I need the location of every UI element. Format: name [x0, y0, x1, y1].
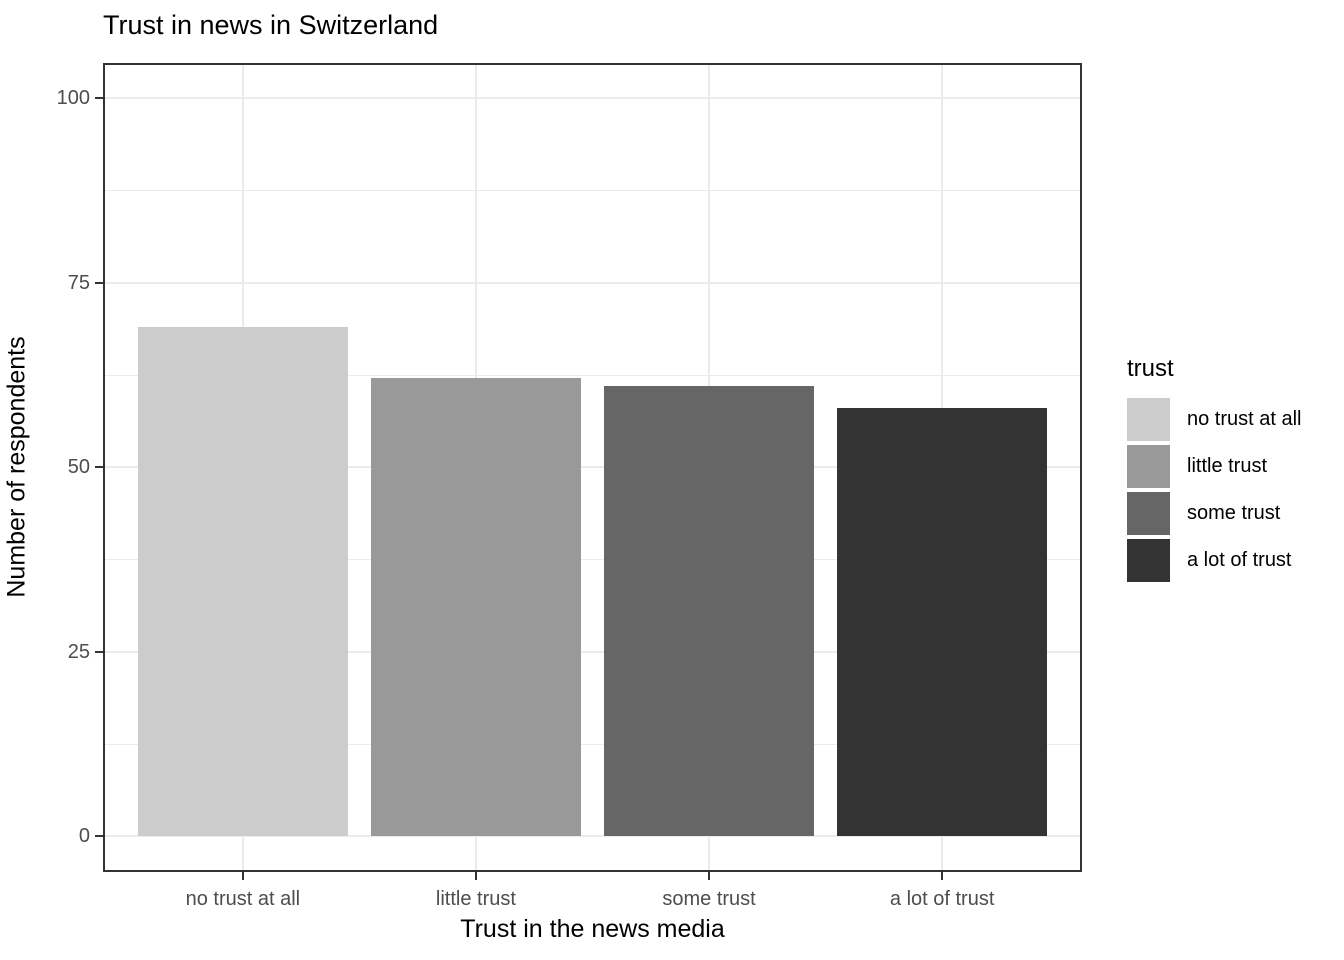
x-axis-tick: [941, 872, 944, 880]
bar-some-trust: [604, 385, 814, 836]
legend-swatch: [1127, 492, 1170, 535]
legend-label: some trust: [1187, 502, 1281, 524]
gridline-minor: [103, 559, 1082, 561]
legend-swatch: [1127, 445, 1170, 488]
y-tick-label: 50: [67, 456, 90, 478]
legend-row: some trust: [1127, 490, 1302, 537]
legend-swatch: [1127, 539, 1170, 582]
y-tick-label: 0: [78, 825, 90, 847]
bar-little-trust: [371, 378, 581, 836]
x-tick-label: a lot of trust: [889, 888, 995, 910]
legend-title: trust: [1127, 355, 1174, 382]
legend-label: no trust at all: [1187, 408, 1302, 430]
y-axis-title: Number of respondents: [2, 336, 31, 598]
legend-row: no trust at all: [1127, 396, 1302, 443]
gridline-minor: [103, 190, 1082, 192]
gridline-major: [103, 281, 1082, 284]
gridline-major: [103, 97, 1082, 99]
x-tick-label: some trust: [662, 888, 756, 910]
legend: trust no trust at all little trust some tr…: [1127, 355, 1302, 584]
x-axis-tick: [708, 872, 711, 880]
legend-row: little trust: [1127, 443, 1302, 490]
y-tick-label: 100: [56, 87, 90, 109]
y-axis-tick: [95, 650, 103, 653]
chart-title: Trust in news in Switzerland: [103, 10, 439, 40]
y-tick-label: 75: [67, 271, 90, 294]
gridline-major: [103, 650, 1082, 653]
gridline-minor: [103, 743, 1082, 745]
y-axis-tick: [95, 97, 103, 99]
y-tick-label: 25: [67, 640, 90, 663]
x-axis-title: Trust in the news media: [460, 915, 725, 943]
legend-row: a lot of trust: [1127, 537, 1302, 584]
x-axis-tick: [241, 872, 244, 880]
legend-rows: no trust at all little trust some trust a l…: [1127, 396, 1302, 584]
legend-label: little trust: [1187, 455, 1268, 477]
gridline-major: [103, 466, 1082, 468]
gridline-major: [103, 835, 1082, 837]
y-axis-tick: [95, 835, 103, 837]
legend-swatch: [1127, 398, 1170, 441]
y-axis-tick: [95, 466, 103, 468]
bar-no-trust-at-all: [137, 326, 348, 836]
x-tick-label: little trust: [435, 888, 516, 910]
x-tick-label: no trust at all: [185, 888, 301, 910]
x-axis-tick: [474, 872, 477, 880]
bar-a-lot-of-trust: [837, 407, 1048, 836]
legend-label: a lot of trust: [1187, 549, 1292, 571]
plot-panel: [103, 63, 1082, 872]
y-axis-tick: [95, 281, 103, 284]
gridline-minor: [103, 374, 1082, 376]
